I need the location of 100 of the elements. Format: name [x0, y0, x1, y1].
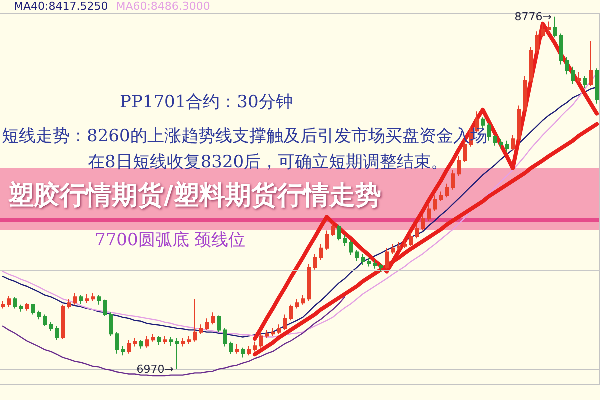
candlestick [37, 310, 41, 320]
candlestick [97, 294, 101, 306]
candlestick [427, 204, 431, 222]
candlestick [109, 312, 113, 337]
candlestick [121, 346, 125, 356]
candlestick [505, 140, 509, 152]
candlestick [193, 298, 197, 342]
candlestick [553, 16, 557, 38]
candlestick [295, 298, 299, 310]
candlestick [181, 337, 185, 348]
candlestick [49, 322, 53, 332]
annotation: 8776→ [514, 10, 552, 24]
candlestick [277, 324, 281, 335]
candlestick [421, 214, 425, 232]
candlestick [577, 72, 581, 83]
candlestick [535, 31, 539, 54]
candlestick [355, 250, 359, 262]
text: MA40:8417.5250 [14, 0, 108, 13]
candlestick [343, 234, 347, 247]
annotation: PP1701合约：30分钟 [120, 92, 293, 112]
candlestick [595, 68, 599, 104]
candlestick [499, 138, 503, 150]
candlestick [385, 248, 389, 270]
candlestick [163, 336, 167, 344]
candlestick [73, 292, 77, 306]
candlestick [409, 232, 413, 247]
candlestick [589, 41, 593, 87]
candlestick [547, 21, 551, 34]
candlestick [127, 340, 131, 354]
candlestick [439, 191, 443, 202]
candlestick [223, 328, 227, 348]
candlestick [583, 76, 587, 89]
candlestick [61, 304, 65, 340]
text: MA60:8486.3000 [116, 0, 210, 13]
candlestick [571, 66, 575, 86]
candlestick [361, 254, 365, 266]
candlestick [67, 298, 71, 310]
candlestick [175, 337, 179, 370]
annotation: 6970→ [136, 362, 174, 376]
candlestick [91, 292, 95, 302]
candlestick [565, 56, 569, 76]
candlestick [307, 263, 311, 302]
candlestick [25, 302, 29, 312]
candlestick [445, 183, 449, 198]
candlestick [451, 170, 455, 190]
candlestick [55, 326, 59, 341]
candlestick [373, 260, 377, 270]
candlestick [31, 304, 35, 316]
candlestick [511, 134, 515, 152]
candlestick [349, 240, 353, 256]
candlestick [241, 347, 245, 358]
candlestick [205, 318, 209, 331]
candlestick [259, 332, 263, 348]
candlestick [265, 330, 269, 338]
candlestick [1, 300, 5, 310]
candlestick [331, 222, 335, 237]
candlestick [211, 312, 215, 326]
candlestick [217, 315, 221, 333]
candlestick [487, 122, 491, 142]
candlestick [229, 341, 233, 356]
candlestick [85, 294, 89, 304]
annotation: 在8日短线收复8320后，可确立短期调整结束。 [88, 152, 448, 172]
candlestick [157, 336, 161, 346]
candlestick [139, 340, 143, 350]
candlestick [19, 304, 23, 312]
candlestick [457, 156, 461, 177]
candlestick [397, 242, 401, 251]
candlestick [145, 336, 149, 348]
candlestick [367, 257, 371, 268]
candlestick [325, 230, 329, 251]
candlestick [403, 240, 407, 249]
candlestick [433, 195, 437, 212]
candlestick [337, 224, 341, 242]
annotation: 7700圆弧底 颈线位 [95, 230, 246, 250]
candlestick [253, 341, 257, 352]
candlestick [523, 76, 527, 112]
candlestick [529, 46, 533, 83]
candlestick [235, 343, 239, 354]
candlestick [379, 263, 383, 272]
candlestick [301, 294, 305, 306]
candlestick [115, 332, 119, 354]
candlestick [391, 244, 395, 255]
text: 塑胶行情期货/塑料期货行情走势 [8, 180, 382, 212]
candlestick [493, 134, 497, 146]
candlestick [7, 296, 11, 308]
candlestick [517, 105, 521, 142]
candlestick [319, 244, 323, 261]
candlestick [541, 23, 545, 38]
candlestick [133, 337, 137, 348]
candlestick [151, 334, 155, 342]
candlestick [559, 33, 563, 66]
candlestick [313, 254, 317, 270]
candlestick [247, 346, 251, 356]
candlestick [13, 296, 17, 310]
candlestick [199, 324, 203, 335]
candlestick [271, 328, 275, 337]
candlestick [283, 314, 287, 331]
candlestick [187, 336, 191, 344]
candlestick [169, 336, 173, 347]
candlestick [103, 299, 107, 317]
